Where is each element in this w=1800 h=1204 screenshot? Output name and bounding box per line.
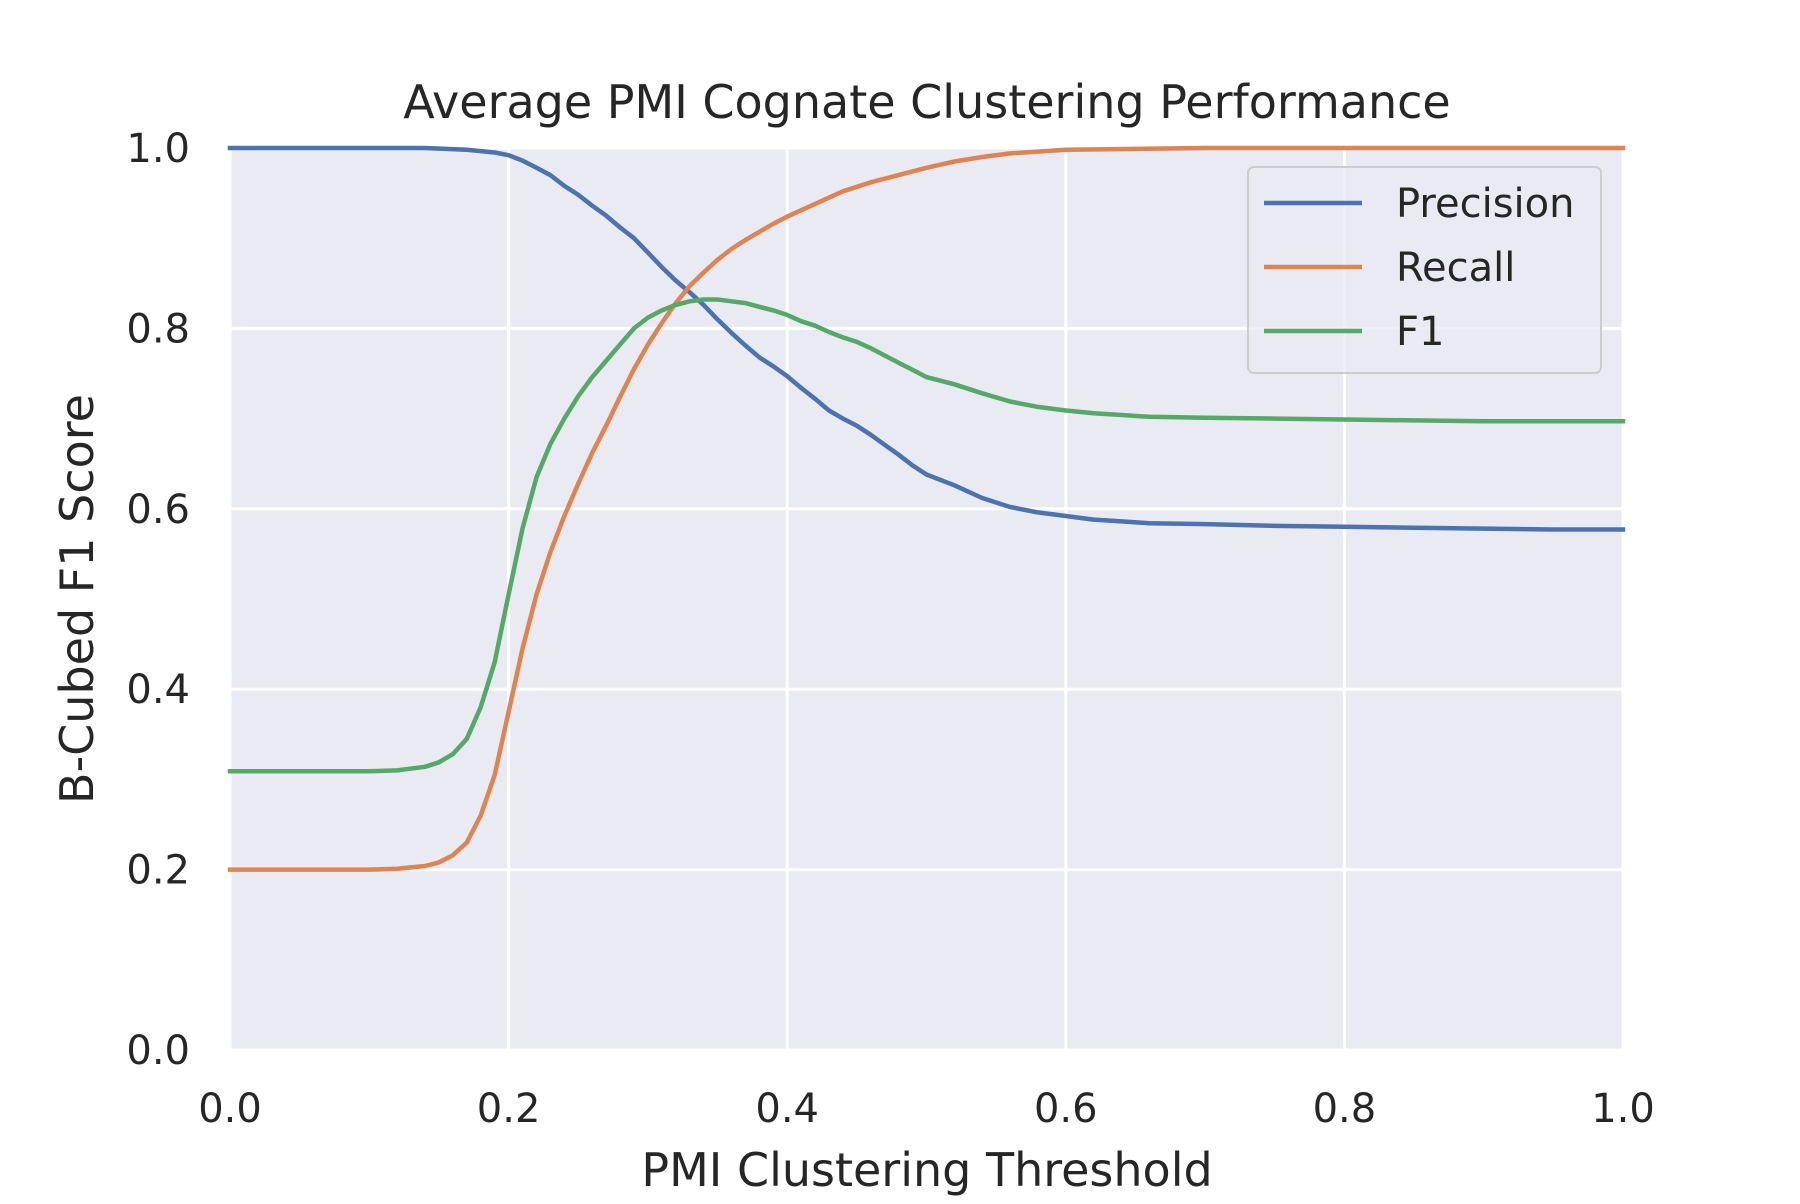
series-line-precision [227, 145, 1626, 532]
series-line-recall [227, 145, 1626, 872]
y-tick-label: 0.0 [126, 1028, 190, 1074]
x-tick-label: 0.6 [1034, 1086, 1098, 1132]
chart-title: Average PMI Cognate Clustering Performan… [403, 75, 1450, 129]
x-tick-label: 1.0 [1591, 1086, 1655, 1132]
legend: Precision Recall F1 [1247, 166, 1602, 374]
y-tick-label: 0.6 [126, 487, 190, 533]
x-axis-label: PMI Clustering Threshold [641, 1143, 1212, 1197]
x-tick-label: 0.4 [755, 1086, 819, 1132]
legend-label-f1: F1 [1396, 309, 1444, 355]
series-line-f1 [227, 297, 1626, 774]
x-tick-label: 0.8 [1313, 1086, 1377, 1132]
legend-label-precision: Precision [1396, 181, 1574, 227]
series-lines [227, 145, 1626, 872]
y-tick-label: 0.2 [126, 848, 190, 894]
y-tick-label: 0.8 [126, 306, 190, 352]
y-axis-label: B-Cubed F1 Score [50, 394, 104, 804]
x-axis-ticks: 0.0 0.2 0.4 0.6 0.8 1.0 [198, 1086, 1655, 1132]
legend-label-recall: Recall [1396, 245, 1515, 291]
x-tick-label: 0.0 [198, 1086, 262, 1132]
legend-box [1247, 166, 1602, 374]
y-tick-label: 0.4 [126, 667, 190, 713]
y-tick-label: 1.0 [126, 126, 190, 172]
x-tick-label: 0.2 [477, 1086, 541, 1132]
y-axis-ticks: 0.0 0.2 0.4 0.6 0.8 1.0 [126, 126, 190, 1074]
